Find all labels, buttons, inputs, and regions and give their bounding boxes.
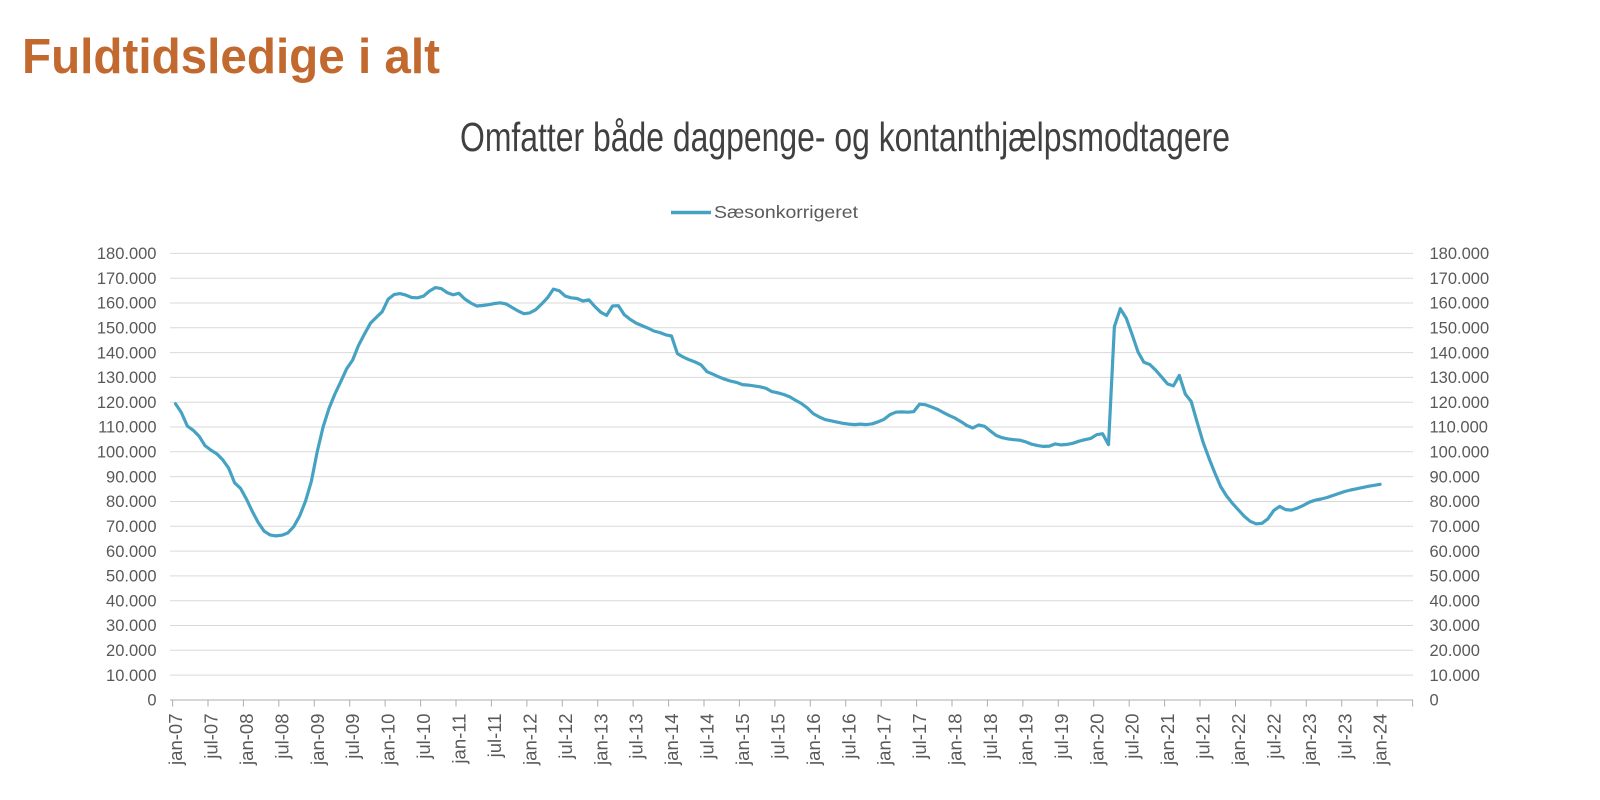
svg-text:120.000: 120.000 xyxy=(1430,394,1490,412)
svg-text:jan-21: jan-21 xyxy=(1157,714,1178,766)
svg-text:150.000: 150.000 xyxy=(1430,320,1490,338)
svg-text:30.000: 30.000 xyxy=(1430,617,1480,635)
svg-text:170.000: 170.000 xyxy=(1430,270,1490,288)
svg-text:jul-20: jul-20 xyxy=(1122,714,1143,760)
svg-text:jan-24: jan-24 xyxy=(1370,714,1391,766)
svg-text:Sæsonkorrigeret: Sæsonkorrigeret xyxy=(714,202,858,222)
svg-text:jul-13: jul-13 xyxy=(626,714,647,760)
svg-text:80.000: 80.000 xyxy=(106,493,156,511)
svg-text:90.000: 90.000 xyxy=(106,468,156,486)
svg-text:jul-09: jul-09 xyxy=(342,714,363,760)
svg-text:jan-18: jan-18 xyxy=(945,714,966,766)
svg-text:jul-07: jul-07 xyxy=(201,714,222,760)
svg-text:jul-23: jul-23 xyxy=(1334,714,1355,760)
svg-text:jul-12: jul-12 xyxy=(555,714,576,760)
svg-text:10.000: 10.000 xyxy=(1430,667,1480,685)
svg-text:120.000: 120.000 xyxy=(97,394,157,412)
svg-text:140.000: 140.000 xyxy=(1430,344,1490,362)
svg-text:jan-20: jan-20 xyxy=(1086,714,1107,766)
svg-text:jul-15: jul-15 xyxy=(767,714,788,760)
svg-text:jul-18: jul-18 xyxy=(980,714,1001,760)
svg-text:jul-10: jul-10 xyxy=(413,714,434,760)
svg-text:10.000: 10.000 xyxy=(106,667,156,685)
svg-text:jul-16: jul-16 xyxy=(838,714,859,760)
svg-text:90.000: 90.000 xyxy=(1430,468,1480,486)
svg-text:jan-07: jan-07 xyxy=(165,714,186,766)
svg-text:180.000: 180.000 xyxy=(1430,245,1490,263)
svg-text:jul-21: jul-21 xyxy=(1193,714,1214,760)
svg-text:jan-10: jan-10 xyxy=(378,714,399,766)
svg-text:jul-22: jul-22 xyxy=(1263,714,1284,760)
svg-text:20.000: 20.000 xyxy=(1430,642,1480,660)
svg-text:jan-23: jan-23 xyxy=(1299,714,1320,766)
svg-text:jan-12: jan-12 xyxy=(519,714,540,766)
svg-text:160.000: 160.000 xyxy=(97,295,157,313)
svg-text:70.000: 70.000 xyxy=(106,518,156,536)
svg-text:0: 0 xyxy=(1430,692,1439,710)
svg-text:jan-15: jan-15 xyxy=(732,714,753,766)
svg-text:80.000: 80.000 xyxy=(1430,493,1480,511)
svg-text:130.000: 130.000 xyxy=(97,369,157,387)
svg-text:130.000: 130.000 xyxy=(1430,369,1490,387)
svg-text:jul-08: jul-08 xyxy=(271,714,292,760)
svg-text:100.000: 100.000 xyxy=(97,444,157,462)
svg-text:160.000: 160.000 xyxy=(1430,295,1490,313)
svg-text:60.000: 60.000 xyxy=(106,543,156,561)
svg-text:110.000: 110.000 xyxy=(98,419,156,437)
svg-text:30.000: 30.000 xyxy=(106,617,156,635)
svg-text:50.000: 50.000 xyxy=(1430,568,1480,586)
svg-text:jan-13: jan-13 xyxy=(590,714,611,766)
svg-text:jan-14: jan-14 xyxy=(661,714,682,766)
svg-text:50.000: 50.000 xyxy=(106,568,156,586)
svg-text:Fuldtidsledige i alt: Fuldtidsledige i alt xyxy=(22,30,440,84)
svg-text:170.000: 170.000 xyxy=(97,270,157,288)
svg-text:20.000: 20.000 xyxy=(106,642,156,660)
svg-text:jul-11: jul-11 xyxy=(484,714,505,759)
svg-text:jan-09: jan-09 xyxy=(307,714,328,766)
svg-text:60.000: 60.000 xyxy=(1430,543,1480,561)
svg-text:jul-17: jul-17 xyxy=(909,714,930,760)
svg-text:110.000: 110.000 xyxy=(1430,419,1488,437)
svg-text:jan-19: jan-19 xyxy=(1015,714,1036,766)
svg-text:jul-19: jul-19 xyxy=(1051,714,1072,760)
svg-text:40.000: 40.000 xyxy=(1430,592,1480,610)
svg-text:0: 0 xyxy=(147,692,156,710)
svg-text:140.000: 140.000 xyxy=(97,344,157,362)
svg-text:jul-14: jul-14 xyxy=(697,714,718,760)
svg-text:jan-16: jan-16 xyxy=(803,714,824,766)
svg-text:180.000: 180.000 xyxy=(97,245,157,263)
svg-text:40.000: 40.000 xyxy=(106,592,156,610)
svg-text:jan-22: jan-22 xyxy=(1228,714,1249,766)
svg-text:jan-17: jan-17 xyxy=(874,714,895,766)
svg-text:Omfatter både dagpenge- og kon: Omfatter både dagpenge- og kontanthjælps… xyxy=(460,114,1230,160)
svg-text:jan-08: jan-08 xyxy=(236,714,257,766)
svg-text:150.000: 150.000 xyxy=(97,320,157,338)
svg-text:70.000: 70.000 xyxy=(1430,518,1480,536)
svg-text:jan-11: jan-11 xyxy=(449,714,470,765)
svg-text:100.000: 100.000 xyxy=(1430,444,1490,462)
